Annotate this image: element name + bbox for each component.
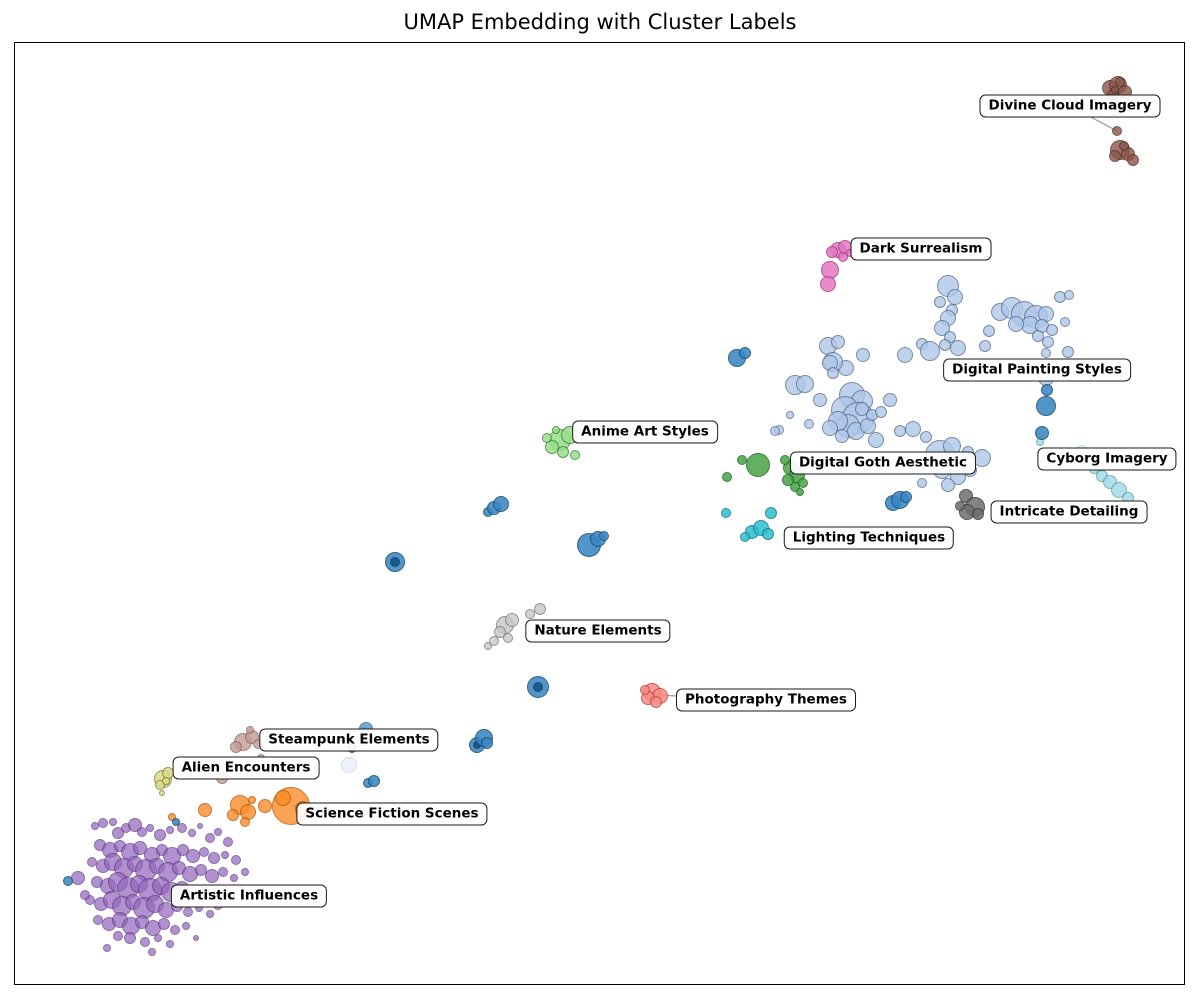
plot-frame [14, 42, 1185, 985]
cluster-label-digital-painting-styles: Digital Painting Styles [943, 358, 1131, 382]
cluster-label-science-fiction-scenes: Science Fiction Scenes [296, 802, 488, 826]
cluster-label-artistic-influences: Artistic Influences [170, 884, 328, 908]
chart-title: UMAP Embedding with Cluster Labels [403, 10, 797, 34]
cluster-label-digital-goth-aesthetic: Digital Goth Aesthetic [789, 451, 977, 475]
cluster-label-alien-encounters: Alien Encounters [172, 756, 320, 780]
cluster-label-cyborg-imagery: Cyborg Imagery [1037, 447, 1177, 471]
cluster-label-divine-cloud-imagery: Divine Cloud Imagery [979, 94, 1161, 118]
cluster-label-photography-themes: Photography Themes [676, 688, 856, 712]
cluster-label-intricate-detailing: Intricate Detailing [990, 500, 1148, 524]
cluster-label-nature-elements: Nature Elements [525, 619, 671, 643]
cluster-label-lighting-techniques: Lighting Techniques [783, 526, 955, 550]
cluster-label-dark-surrealism: Dark Surrealism [850, 237, 992, 261]
cluster-label-anime-art-styles: Anime Art Styles [572, 420, 718, 444]
cluster-label-steampunk-elements: Steampunk Elements [259, 728, 439, 752]
